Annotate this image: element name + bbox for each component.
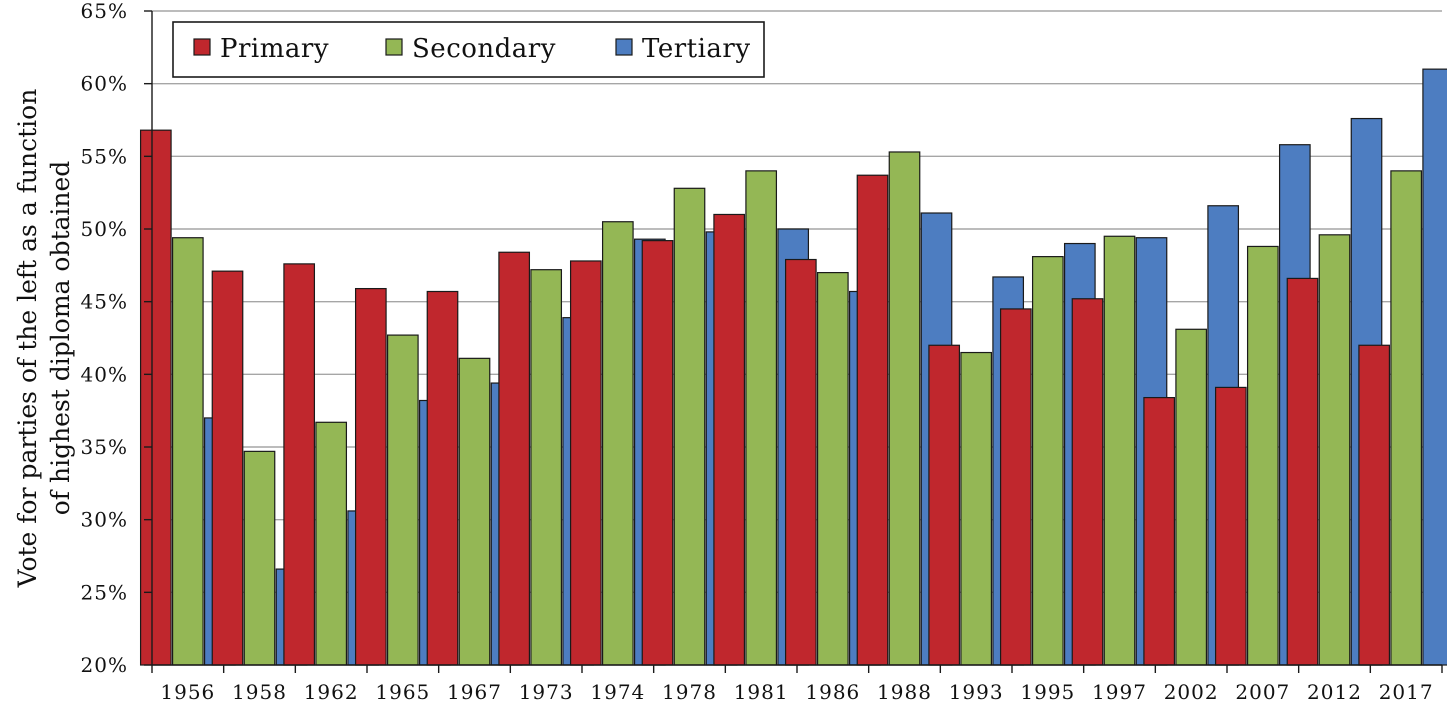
- bar-primary-1978: [641, 240, 674, 666]
- legend-label-tertiary: Tertiary: [642, 34, 751, 64]
- legend: Primary Secondary Tertiary: [172, 21, 765, 78]
- x-tick-label: 1973: [519, 680, 574, 703]
- x-tick-label: 1956: [160, 680, 215, 703]
- bar-secondary-1981: [745, 170, 778, 666]
- y-tick-label: 25%: [81, 580, 128, 604]
- x-tick-label: 1974: [590, 680, 645, 703]
- bar-primary-1956: [139, 129, 172, 666]
- bar-primary-1974: [569, 260, 602, 666]
- bars: [139, 68, 1447, 666]
- bar-secondary-1978: [673, 187, 706, 666]
- bar-secondary-1974: [601, 221, 634, 666]
- x-tick-label: 1978: [662, 680, 717, 703]
- bar-secondary-1965: [386, 334, 419, 666]
- bar-secondary-2012: [1318, 234, 1351, 666]
- x-tick-label: 1993: [949, 680, 1004, 703]
- bar-secondary-2007: [1246, 245, 1279, 666]
- bar-primary-2007: [1214, 386, 1247, 666]
- bar-primary-1988: [856, 174, 889, 666]
- bar-secondary-2002: [1175, 328, 1208, 666]
- y-tick-label: 35%: [81, 435, 128, 459]
- bar-tertiary-2017: [1422, 68, 1447, 666]
- x-tick-label: 1965: [375, 680, 430, 703]
- y-tick-label: 30%: [81, 508, 128, 532]
- y-tick-label: 40%: [81, 362, 128, 386]
- bar-secondary-1993: [960, 351, 993, 666]
- x-tick-label: 1986: [805, 680, 860, 703]
- legend-label-secondary: Secondary: [412, 34, 556, 64]
- x-tick-label: 1981: [734, 680, 789, 703]
- legend-swatch-secondary: [385, 38, 403, 56]
- bar-primary-1962: [283, 263, 316, 666]
- x-tick-label: 1967: [447, 680, 502, 703]
- y-tick-label: 50%: [81, 217, 128, 241]
- bar-primary-1965: [354, 287, 387, 666]
- bar-primary-1981: [713, 213, 746, 666]
- x-tick-label: 1962: [304, 680, 359, 703]
- bar-secondary-1956: [171, 237, 204, 666]
- bar-primary-1995: [999, 308, 1032, 666]
- bar-secondary-1958: [243, 450, 276, 666]
- axes: [144, 10, 1443, 673]
- x-tick-label: 1958: [232, 680, 287, 703]
- legend-swatch-primary: [193, 38, 211, 56]
- y-tick-label: 55%: [81, 144, 128, 168]
- bar-secondary-1962: [315, 421, 348, 666]
- bar-primary-2017: [1358, 344, 1391, 666]
- y-tick-label: 65%: [81, 0, 128, 23]
- x-tick-label: 2002: [1164, 680, 1219, 703]
- y-axis-label: Vote for parties of the left as a functi…: [13, 89, 75, 589]
- bar-primary-1958: [211, 270, 244, 666]
- bar-secondary-1997: [1103, 235, 1136, 666]
- y-tick-label: 20%: [81, 653, 128, 677]
- bar-secondary-1988: [888, 151, 921, 666]
- y-tick-label: 45%: [81, 290, 128, 314]
- x-tick-label: 2007: [1235, 680, 1290, 703]
- bar-primary-1993: [928, 344, 961, 666]
- bar-primary-2002: [1143, 396, 1176, 666]
- y-tick-label: 60%: [81, 72, 128, 96]
- bar-primary-2012: [1286, 277, 1319, 666]
- y-tick-labels: 20% 25% 30% 35% 40% 45% 50% 55% 60% 65%: [81, 0, 128, 677]
- y-axis-label-line: Vote for parties of the left as a functi…: [13, 89, 42, 589]
- x-tick-label: 1988: [877, 680, 932, 703]
- legend-swatch-tertiary: [615, 38, 633, 56]
- bar-primary-1967: [426, 290, 459, 666]
- x-tick-label: 2017: [1379, 680, 1434, 703]
- x-tick-labels: 1956 1958 1962 1965 1967 1973 1974 1978 1981 1986…: [160, 680, 1434, 703]
- legend-label-primary: Primary: [220, 34, 329, 64]
- bar-primary-1997: [1071, 298, 1104, 666]
- x-tick-label: 1995: [1020, 680, 1075, 703]
- x-tick-label: 2012: [1307, 680, 1362, 703]
- bar-secondary-1967: [458, 357, 491, 666]
- legend-box: [172, 21, 765, 78]
- bar-secondary-1986: [816, 272, 849, 666]
- y-axis-label-line: of highest diploma obtained: [46, 161, 75, 516]
- bar-primary-1986: [784, 258, 817, 666]
- x-tick-label: 1997: [1092, 680, 1147, 703]
- bar-secondary-2017: [1390, 170, 1423, 666]
- bar-primary-1973: [498, 251, 531, 666]
- bar-secondary-1973: [530, 269, 563, 666]
- bar-secondary-1995: [1031, 256, 1064, 666]
